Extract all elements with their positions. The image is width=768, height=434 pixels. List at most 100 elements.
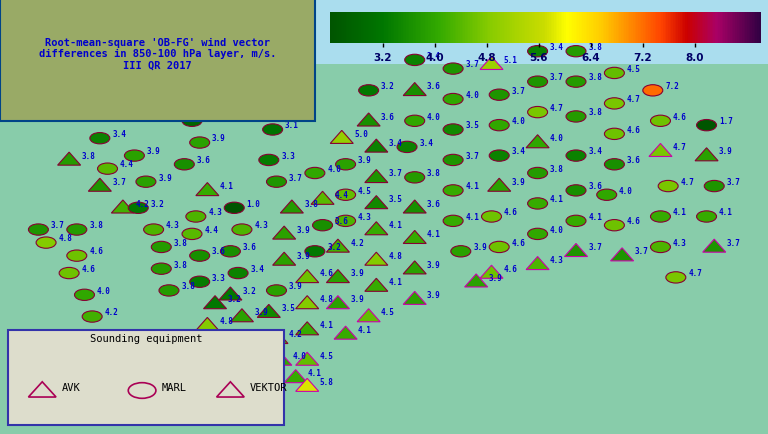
Circle shape (405, 172, 425, 184)
Circle shape (697, 211, 717, 223)
Text: 3.6: 3.6 (197, 156, 210, 165)
Circle shape (658, 181, 678, 192)
Text: 3.7: 3.7 (550, 73, 564, 82)
Text: 3.4: 3.4 (588, 147, 602, 156)
Polygon shape (365, 196, 388, 209)
Text: 3.7: 3.7 (465, 60, 479, 69)
Text: 4.6: 4.6 (673, 112, 687, 122)
Circle shape (405, 55, 425, 66)
Text: 4.1: 4.1 (588, 212, 602, 221)
Text: 3.7: 3.7 (465, 151, 479, 161)
Text: 3.8: 3.8 (174, 260, 187, 269)
Text: 3.5: 3.5 (389, 195, 402, 204)
Text: 3.2: 3.2 (151, 199, 164, 208)
Text: AVK: AVK (61, 382, 80, 392)
Text: 3.4: 3.4 (419, 138, 433, 148)
Text: 4.3: 4.3 (550, 256, 564, 265)
Text: 4.5: 4.5 (627, 65, 641, 74)
Circle shape (98, 164, 118, 175)
Polygon shape (488, 179, 511, 192)
Polygon shape (0, 0, 768, 65)
Text: 3.6: 3.6 (335, 217, 349, 226)
Polygon shape (365, 253, 388, 266)
Polygon shape (280, 201, 303, 214)
Text: 3.8: 3.8 (81, 151, 95, 161)
Text: 3.1: 3.1 (285, 121, 299, 130)
Text: 3.9: 3.9 (511, 178, 525, 187)
Circle shape (336, 190, 356, 201)
Circle shape (666, 272, 686, 283)
Text: 4.7: 4.7 (680, 178, 694, 187)
Text: 3.7: 3.7 (289, 173, 303, 182)
Circle shape (190, 250, 210, 262)
Circle shape (336, 216, 356, 227)
Text: 3.9: 3.9 (719, 147, 733, 156)
Circle shape (643, 85, 663, 97)
Circle shape (482, 211, 502, 223)
Circle shape (443, 125, 463, 136)
Circle shape (263, 125, 283, 136)
Polygon shape (330, 131, 353, 144)
Circle shape (305, 246, 325, 257)
Text: 4.3: 4.3 (254, 221, 268, 230)
Text: 4.0: 4.0 (511, 117, 525, 126)
Polygon shape (465, 274, 488, 287)
Circle shape (528, 77, 548, 88)
Text: 3.7: 3.7 (634, 247, 648, 256)
Text: 4.8: 4.8 (319, 295, 333, 304)
Text: 3.9: 3.9 (158, 173, 172, 182)
Text: 3.2: 3.2 (227, 295, 241, 304)
Polygon shape (403, 231, 426, 244)
Text: 3.8: 3.8 (89, 221, 103, 230)
Text: 4.2: 4.2 (135, 199, 149, 208)
Text: 3.9: 3.9 (254, 308, 268, 317)
Text: 4.3: 4.3 (166, 221, 180, 230)
Circle shape (489, 90, 509, 101)
Circle shape (528, 229, 548, 240)
Circle shape (182, 116, 202, 127)
Circle shape (36, 237, 56, 249)
Text: 3.8: 3.8 (588, 43, 602, 52)
Polygon shape (326, 270, 349, 283)
Polygon shape (257, 305, 280, 318)
Text: 4.1: 4.1 (719, 208, 733, 217)
Circle shape (151, 263, 171, 275)
Text: 4.5: 4.5 (358, 186, 372, 195)
Text: 4.0: 4.0 (550, 225, 564, 234)
Circle shape (566, 77, 586, 88)
Circle shape (259, 155, 279, 166)
Text: 3.4: 3.4 (250, 264, 264, 273)
Polygon shape (334, 326, 357, 339)
Text: 3.9: 3.9 (427, 260, 441, 269)
Polygon shape (357, 309, 380, 322)
Polygon shape (296, 296, 319, 309)
Circle shape (190, 276, 210, 288)
Polygon shape (403, 83, 426, 96)
Circle shape (489, 242, 509, 253)
Circle shape (704, 181, 724, 192)
Polygon shape (526, 135, 549, 148)
Text: 4.1: 4.1 (465, 182, 479, 191)
Text: 3.6: 3.6 (243, 243, 257, 252)
Circle shape (451, 246, 471, 257)
Text: 1.0: 1.0 (247, 199, 260, 208)
Text: 5.0: 5.0 (354, 130, 368, 139)
Circle shape (266, 285, 286, 296)
Text: 3.8: 3.8 (588, 108, 602, 117)
Polygon shape (695, 148, 718, 161)
Text: VEKTOR: VEKTOR (250, 382, 287, 392)
Text: 4.2: 4.2 (289, 329, 303, 339)
Text: 4.1: 4.1 (308, 368, 322, 378)
Text: 3.5: 3.5 (281, 303, 295, 312)
Text: 4.1: 4.1 (465, 212, 479, 221)
Polygon shape (403, 201, 426, 214)
Text: 4.6: 4.6 (81, 264, 95, 273)
Polygon shape (403, 292, 426, 305)
Circle shape (650, 116, 670, 127)
Text: 4.1: 4.1 (389, 277, 402, 286)
Text: 3.6: 3.6 (212, 247, 226, 256)
Circle shape (489, 120, 509, 132)
Text: 4.3: 4.3 (673, 238, 687, 247)
Text: 3.8: 3.8 (588, 73, 602, 82)
Circle shape (604, 129, 624, 140)
